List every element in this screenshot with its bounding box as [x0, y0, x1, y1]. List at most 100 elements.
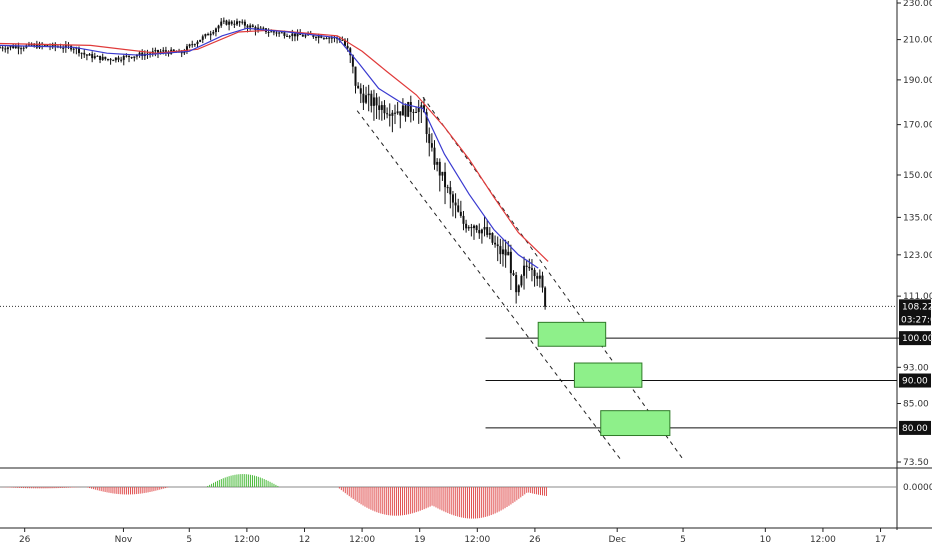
- candle-body: [541, 275, 544, 288]
- candle-body: [367, 93, 370, 96]
- x-tick-label: Nov: [115, 535, 133, 545]
- candle-body: [243, 21, 246, 26]
- candle-body: [491, 233, 494, 243]
- candle-body: [14, 46, 17, 48]
- candle-body: [457, 205, 460, 212]
- y-tick-label: 230.00: [903, 0, 932, 9]
- candle-body: [207, 34, 210, 36]
- x-tick-label: Dec: [608, 535, 625, 545]
- candle-body: [154, 50, 157, 52]
- candle-body: [354, 66, 357, 86]
- candle-body: [196, 41, 199, 45]
- candle-body: [417, 107, 420, 113]
- y-tick-label: 93.00: [903, 363, 929, 373]
- candle-body: [378, 105, 381, 110]
- candle-body: [4, 48, 7, 50]
- target-price-label: 100.00: [902, 334, 932, 344]
- x-tick-label: 12:00: [234, 535, 260, 545]
- candle-body: [386, 113, 389, 115]
- candle-body: [504, 249, 507, 256]
- candle-body: [141, 52, 144, 57]
- candle-body: [362, 93, 365, 103]
- candle-body: [99, 55, 102, 60]
- target-box: [573, 362, 643, 388]
- candle-body: [162, 50, 165, 52]
- candle-body: [304, 35, 307, 37]
- candle-body: [17, 46, 20, 49]
- candle-body: [451, 194, 454, 203]
- x-tick-label: 26: [529, 535, 541, 545]
- candle-body: [88, 54, 91, 56]
- candle-body: [409, 102, 412, 112]
- candle-body: [270, 31, 273, 33]
- candle-body: [128, 55, 131, 58]
- candle-body: [365, 95, 368, 103]
- candle-body: [117, 57, 120, 60]
- candle-body: [544, 287, 547, 307]
- candle-body: [291, 33, 294, 37]
- candle-body: [278, 32, 281, 34]
- target-price-label: 90.00: [902, 377, 928, 387]
- candle-body: [296, 32, 299, 37]
- candle-body: [473, 225, 476, 229]
- y-tick-label: 170.00: [903, 121, 932, 131]
- candle-body: [46, 44, 49, 47]
- candle-body: [9, 46, 12, 48]
- candle-body: [501, 249, 504, 255]
- candle-body: [478, 230, 481, 234]
- candle-body: [444, 171, 447, 188]
- channel-lines: [356, 96, 684, 460]
- y-tick-label: 123.00: [903, 251, 932, 261]
- y-tick-label: 85.00: [903, 400, 929, 410]
- candle-body: [104, 56, 107, 59]
- candle-body: [191, 44, 194, 46]
- candle-body: [122, 56, 125, 60]
- candle-body: [357, 85, 360, 89]
- candle-body: [183, 51, 186, 54]
- candle-body: [259, 27, 262, 29]
- candle-body: [262, 27, 265, 29]
- candle-body: [459, 211, 462, 216]
- candle-body: [533, 269, 536, 277]
- target-price-badge: [899, 331, 931, 346]
- candle-body: [396, 111, 399, 114]
- candle-body: [78, 47, 81, 54]
- candle-body: [64, 44, 67, 48]
- candle-body: [341, 39, 344, 41]
- candle-body: [214, 28, 217, 33]
- candle-body: [375, 97, 378, 106]
- candle-body: [1, 47, 4, 49]
- candle-body: [188, 44, 191, 47]
- target-price-label: 80.00: [902, 424, 928, 434]
- candle-body: [462, 215, 465, 224]
- candle-body: [370, 93, 373, 106]
- candle-body: [438, 161, 441, 176]
- candle-body: [407, 102, 410, 117]
- x-tick-label: 12:00: [464, 535, 490, 545]
- candle-body: [515, 275, 518, 293]
- y-tick-label: 210.00: [903, 36, 932, 46]
- candle-body: [454, 202, 457, 206]
- candle-body: [72, 48, 75, 50]
- candle-body: [480, 229, 483, 234]
- x-tick-label: 12:00: [349, 535, 375, 545]
- candle-body: [301, 34, 304, 37]
- candle-body: [222, 20, 225, 22]
- target-box: [537, 321, 607, 347]
- candle-body: [359, 88, 362, 94]
- candle-body: [12, 46, 15, 48]
- candle-body: [525, 265, 528, 267]
- candle-body: [467, 227, 470, 229]
- candle-body: [446, 187, 449, 189]
- candle-body: [80, 52, 83, 54]
- target-box: [600, 410, 671, 437]
- candle-body: [209, 33, 212, 36]
- candle-body: [420, 105, 423, 108]
- candle-body: [433, 147, 436, 165]
- candle-body: [325, 38, 328, 40]
- candle-body: [388, 114, 391, 116]
- y-tick-label: 111.00: [903, 292, 932, 302]
- channel-line: [356, 110, 621, 460]
